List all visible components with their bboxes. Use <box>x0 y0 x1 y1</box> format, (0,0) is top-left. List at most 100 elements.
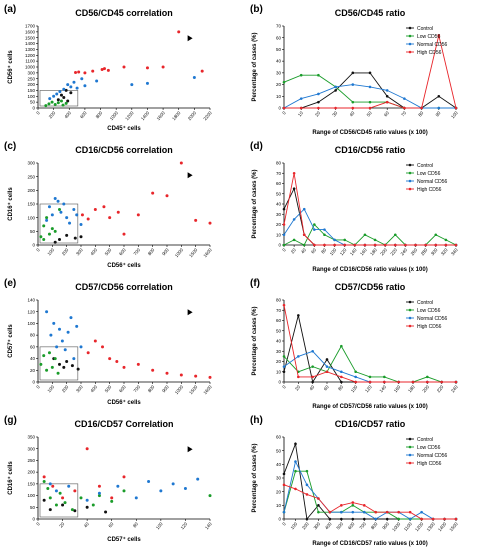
x-tick-label: 0 <box>35 110 41 116</box>
y-tick-label: 30 <box>276 70 282 75</box>
y-tick-label: 1600 <box>25 29 36 34</box>
chart-title: CD16/CD57 Correlation <box>74 419 173 429</box>
zoom-box <box>39 483 79 518</box>
series-point <box>362 510 366 514</box>
y-tick-label: 70 <box>276 308 282 313</box>
series-point <box>431 517 435 521</box>
x-tick-label: 0 <box>35 247 41 253</box>
series-point <box>362 517 366 521</box>
x-tick-label: 120 <box>180 521 189 530</box>
scatter-point <box>73 236 77 240</box>
series-point <box>282 355 286 358</box>
scatter-point <box>47 102 51 106</box>
series-point <box>282 207 286 211</box>
series-point <box>368 85 372 89</box>
scatter-point <box>72 80 76 84</box>
y-tick-label: 250 <box>27 458 35 463</box>
legend-label: High CD56 <box>417 461 442 467</box>
scatter-point <box>165 194 169 198</box>
scatter-point <box>66 330 70 334</box>
scatter-point <box>75 213 79 217</box>
x-tick-label: 180 <box>407 384 416 393</box>
scatter-point <box>179 161 183 165</box>
x-tick-label: 700 <box>132 247 141 256</box>
x-tick-label: 800 <box>95 110 104 119</box>
series-point <box>351 71 355 75</box>
legend-label: Low CD56 <box>417 445 441 451</box>
legend-marker <box>408 445 412 449</box>
x-tick-label: 40 <box>300 247 307 254</box>
scatter-point <box>75 86 79 90</box>
legend-marker <box>408 50 412 54</box>
series-point <box>385 94 389 98</box>
y-tick-label: 40 <box>276 462 282 467</box>
x-tick-label: 10 <box>297 110 304 117</box>
scatter-point <box>50 365 54 369</box>
scatter-point <box>86 217 90 221</box>
series-point <box>297 314 300 317</box>
panel-label: (g) <box>4 415 17 426</box>
x-tick-label: 1400 <box>437 521 448 532</box>
x-tick-label: 800 <box>370 521 379 530</box>
series-point <box>317 100 320 104</box>
scatter-point <box>76 367 80 371</box>
series-point <box>385 100 389 104</box>
x-tick-label: 100 <box>155 521 164 530</box>
x-tick-label: 400 <box>89 384 98 393</box>
scatter-point <box>48 97 52 101</box>
series-point <box>408 510 412 514</box>
scatter-point <box>86 351 90 355</box>
scatter-point <box>47 351 51 355</box>
scatter-point <box>151 368 155 372</box>
scatter-point <box>65 216 69 220</box>
y-tick-label: 0 <box>278 517 281 522</box>
scatter-point <box>194 374 198 378</box>
series-point <box>299 97 303 100</box>
y-tick-label: 120 <box>27 309 35 314</box>
scatter-point <box>97 494 101 498</box>
panel-chart-svg: (f) CD57/CD56 ratio Percentage of cases (%… <box>250 278 459 410</box>
y-tick-label: 50 <box>276 328 282 333</box>
series-point <box>385 89 389 92</box>
y-tick-label: 150 <box>27 481 35 486</box>
x-tick-label: 0 <box>281 384 287 390</box>
series-point <box>313 228 316 231</box>
x-tick-label: 20 <box>290 247 297 254</box>
series-point <box>340 370 343 374</box>
scatter-point <box>79 496 83 500</box>
scatter-point <box>69 91 73 95</box>
scatter-point <box>192 76 196 80</box>
scatter-point <box>159 489 163 493</box>
x-tick-label: 100 <box>329 247 338 256</box>
x-axis-label: CD57⁺ cells <box>107 536 141 543</box>
series-point <box>340 517 343 521</box>
x-tick-label: 1500 <box>188 384 199 395</box>
y-tick-label: 80 <box>276 161 282 166</box>
y-tick-label: 1100 <box>25 59 35 64</box>
series-point <box>313 223 316 226</box>
chart-title: CD16/CD56 ratio <box>335 145 406 155</box>
y-tick-label: 0 <box>278 106 281 111</box>
legend-label: Control <box>417 26 433 32</box>
x-tick-label: 600 <box>118 384 127 393</box>
y-tick-label: 20 <box>276 359 282 364</box>
scatter-point <box>165 371 169 375</box>
series-point <box>353 243 357 247</box>
series-point <box>420 106 423 110</box>
series-point <box>424 243 427 247</box>
series-point <box>340 510 343 514</box>
arrow-icon <box>187 446 193 453</box>
x-tick-label: 200 <box>379 247 388 256</box>
y-tick-label: 60 <box>30 344 36 349</box>
x-tick-label: 60 <box>107 521 114 528</box>
x-tick-label: 80 <box>337 384 344 391</box>
series-point <box>443 517 446 521</box>
x-tick-label: 1000 <box>391 521 402 532</box>
scatter-point <box>161 65 165 69</box>
scatter-point <box>147 480 151 484</box>
scatter-point <box>80 77 84 81</box>
scatter-point <box>115 360 119 363</box>
scatter-point <box>51 484 55 488</box>
scatter-point <box>46 487 50 491</box>
y-tick-label: 10 <box>276 94 282 99</box>
